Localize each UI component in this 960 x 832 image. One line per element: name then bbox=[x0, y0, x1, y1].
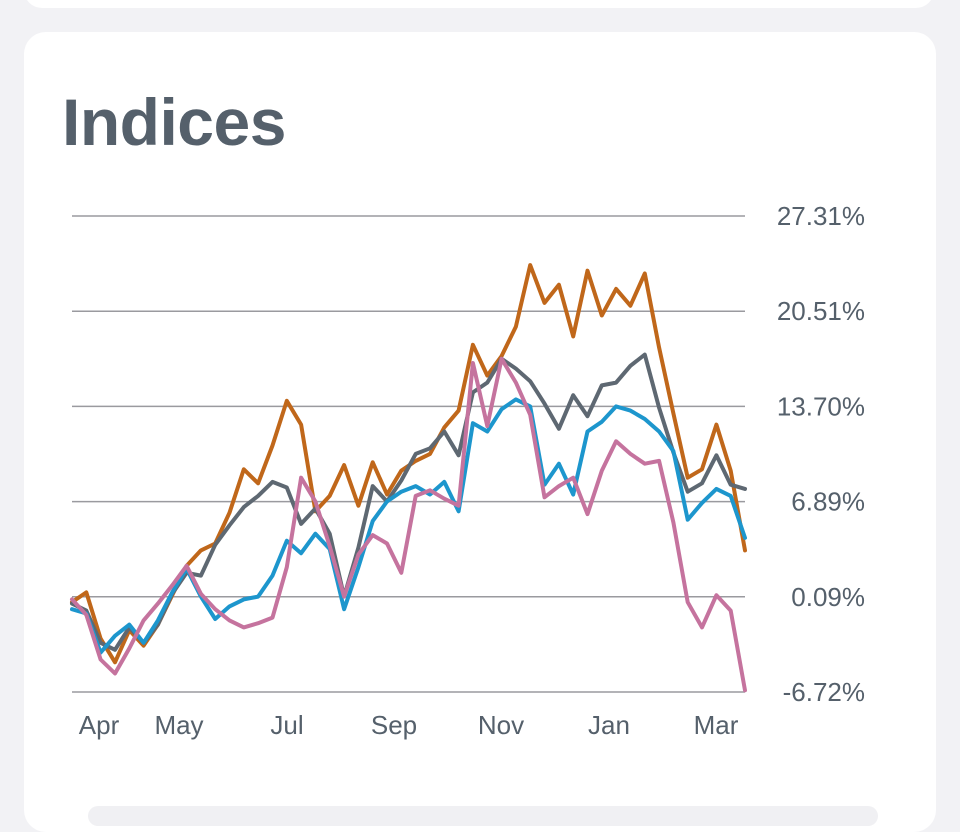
y-tick-label: 6.89% bbox=[791, 487, 865, 517]
next-section-handle bbox=[88, 806, 878, 826]
x-tick-label: Mar bbox=[694, 710, 739, 740]
x-tick-label: Nov bbox=[478, 710, 524, 740]
y-tick-label: 13.70% bbox=[777, 391, 865, 421]
y-tick-label: -6.72% bbox=[783, 677, 865, 707]
y-tick-label: 0.09% bbox=[791, 582, 865, 612]
x-tick-label: Jul bbox=[270, 710, 303, 740]
card-title: Indices bbox=[62, 85, 286, 159]
y-tick-label: 27.31% bbox=[777, 201, 865, 231]
previous-card bbox=[24, 0, 934, 8]
x-tick-label: May bbox=[154, 710, 203, 740]
y-tick-label: 20.51% bbox=[777, 296, 865, 326]
series-line-2 bbox=[70, 397, 747, 655]
x-tick-label: Apr bbox=[79, 710, 120, 740]
x-tick-label: Jan bbox=[588, 710, 630, 740]
indices-line-chart: 27.31% 20.51% 13.70% 6.89% 0.09% -6.72% Apr May… bbox=[70, 201, 865, 740]
indices-card: Indices bbox=[24, 32, 936, 832]
x-tick-label: Sep bbox=[371, 710, 417, 740]
series-line-3 bbox=[70, 356, 747, 693]
